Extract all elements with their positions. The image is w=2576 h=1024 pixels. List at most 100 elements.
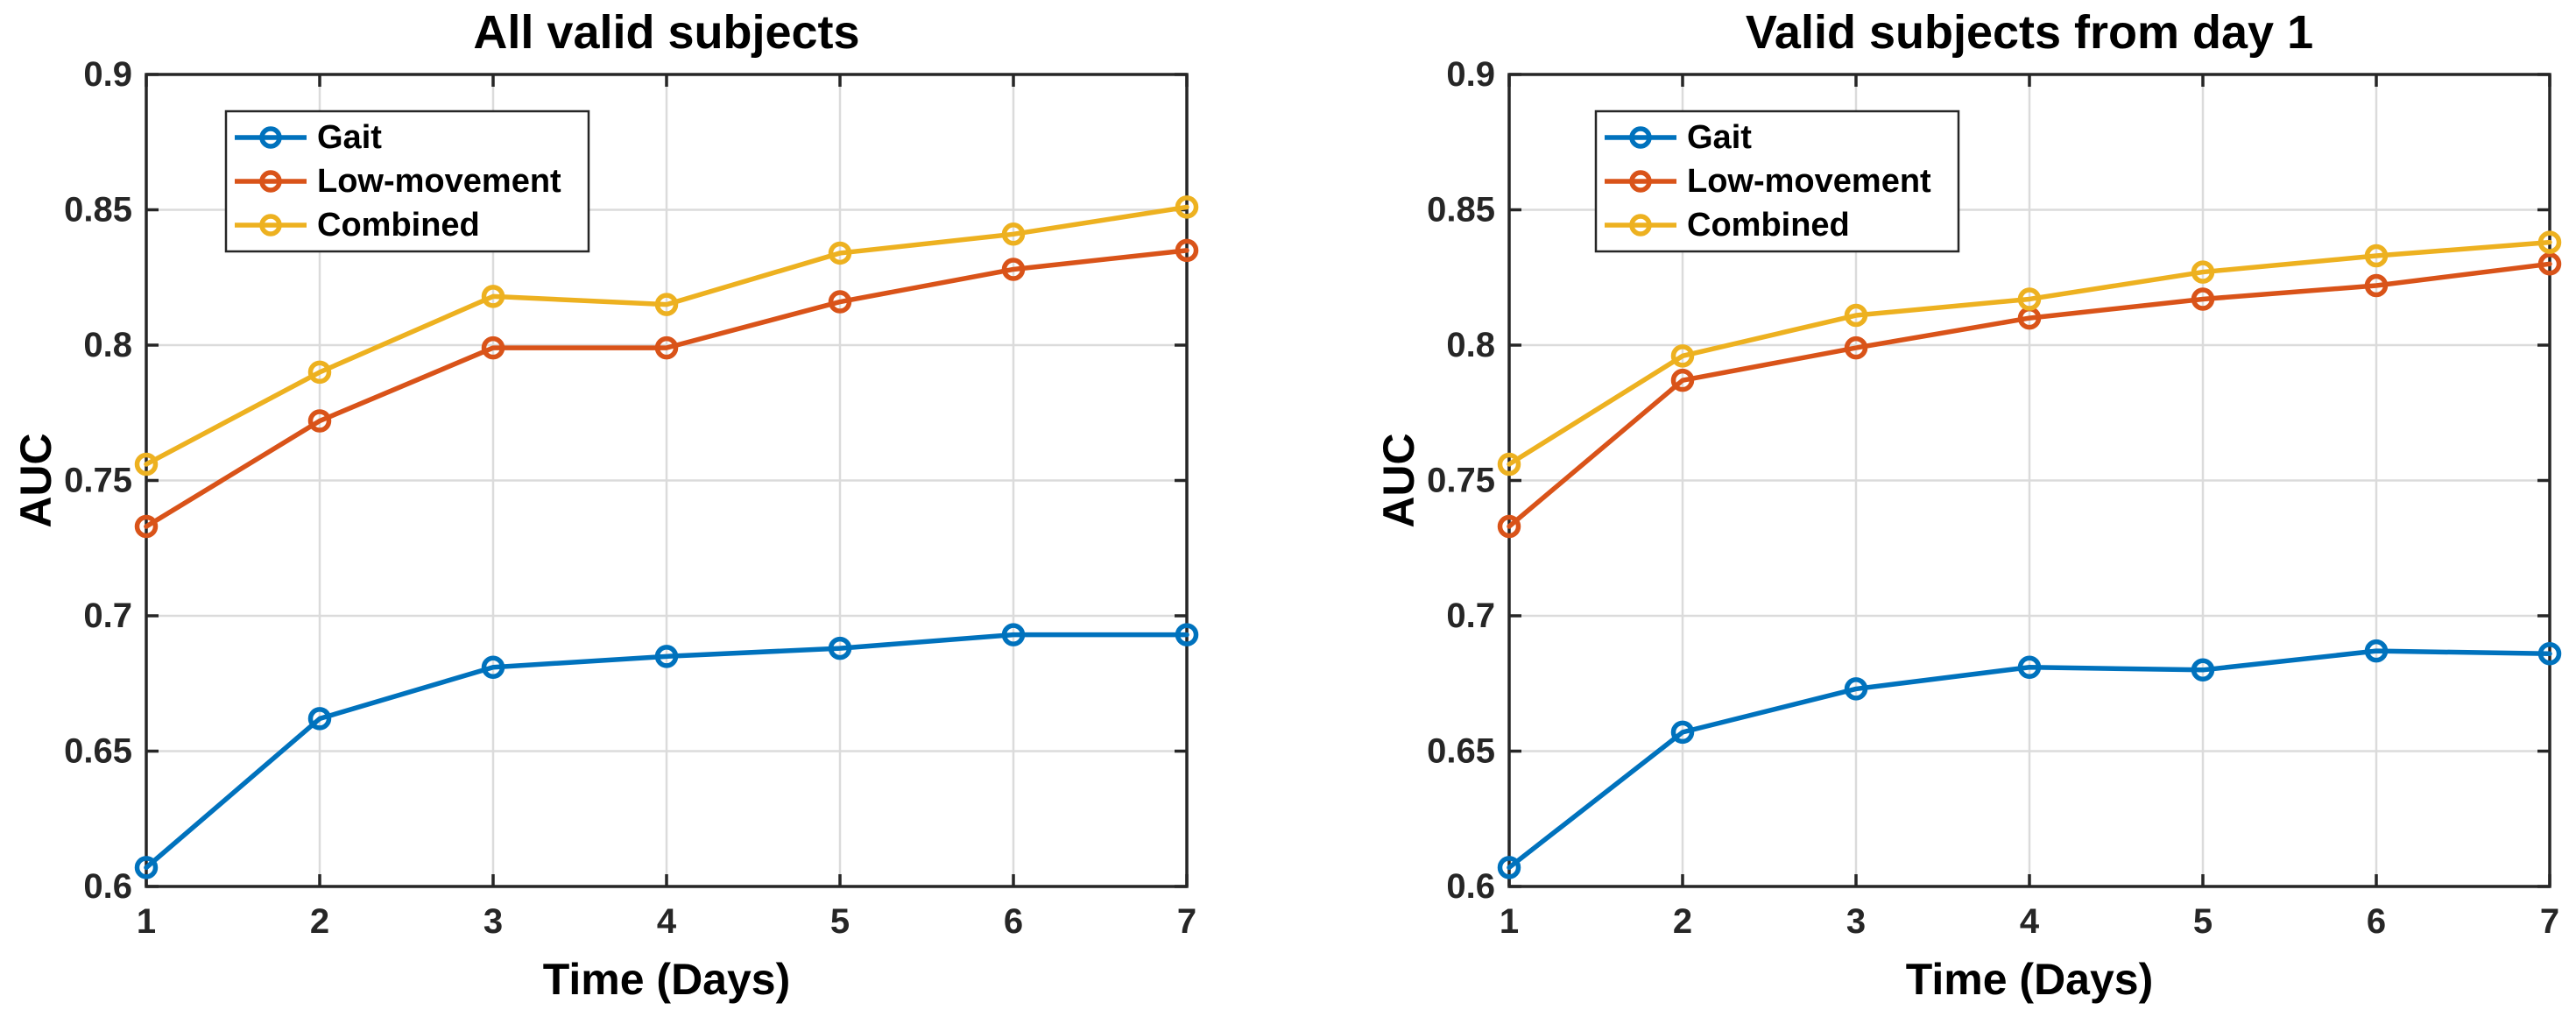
x-tick-label: 3 [1846, 902, 1866, 941]
marker-gait-day3 [1844, 677, 1868, 701]
x-tick-label: 1 [1500, 902, 1519, 941]
marker-combined-day6 [2364, 244, 2389, 268]
marker-combined-day1 [1497, 452, 1521, 477]
marker-combined-day4 [654, 293, 679, 316]
legend-marker-circle-icon [259, 126, 282, 149]
series-line-low-movement [144, 248, 1189, 529]
x-tick-label: 5 [2193, 902, 2213, 941]
marker-combined-day7 [2537, 230, 2562, 254]
marker-low-movement-day5 [828, 290, 852, 314]
legend-marker-circle-icon [1629, 214, 1652, 237]
y-tick-label: 0.9 [1446, 55, 1495, 94]
marker-gait-day1 [134, 856, 159, 879]
marker-gait-day7 [1175, 623, 1199, 646]
y-tick-label: 0.8 [83, 326, 132, 364]
legend-label: Low-movement [317, 163, 561, 200]
y-tick-label: 0.8 [1446, 326, 1495, 364]
chart-title: Valid subjects from day 1 [1746, 6, 2313, 59]
y-tick-label: 0.65 [64, 732, 132, 771]
marker-low-movement-day4 [654, 335, 679, 360]
marker-combined-day2 [307, 360, 332, 385]
legend-item-low-movement: Low-movement [1605, 163, 1931, 200]
marker-gait-day2 [307, 707, 332, 731]
y-tick-label: 0.65 [1427, 732, 1495, 771]
x-tick-label: 7 [2540, 902, 2559, 941]
y-tick-label: 0.6 [1446, 867, 1495, 906]
y-tick-label: 0.6 [83, 867, 132, 906]
legend-marker-circle-icon [1629, 126, 1652, 149]
marker-combined-day3 [481, 285, 505, 308]
legend-label: Gait [1687, 119, 1752, 156]
x-axis-label: Time (Days) [1906, 955, 2154, 1004]
marker-low-movement-day6 [2364, 273, 2389, 298]
marker-combined-day5 [828, 241, 852, 265]
series-line-gait [144, 632, 1189, 871]
series-line-combined [144, 204, 1189, 467]
x-tick-label: 4 [2020, 902, 2040, 941]
marker-gait-day4 [654, 645, 679, 668]
marker-gait-day3 [481, 655, 505, 679]
legend-label: Gait [317, 119, 382, 156]
chart-left: 1 2 3 4 5 6 7 0.6 0.65 0.7 0.75 0.8 0.85 0.9 All valid… [11, 6, 1199, 1004]
y-tick-label: 0.9 [83, 55, 132, 94]
y-axis-label: AUC [1374, 433, 1423, 527]
legend-item-low-movement: Low-movement [235, 163, 561, 200]
marker-gait-day2 [1670, 720, 1695, 745]
marker-gait-day7 [2537, 642, 2562, 666]
legend-marker-circle-icon [259, 170, 282, 193]
marker-combined-day1 [134, 452, 159, 477]
x-tick-label: 2 [1673, 902, 1692, 941]
x-tick-label: 6 [2367, 902, 2386, 941]
series-line-low-movement [1507, 261, 2552, 529]
legend: Gait Low-movement Combined [224, 109, 590, 253]
legend-label: Combined [317, 207, 480, 244]
marker-low-movement-day7 [1175, 238, 1199, 263]
marker-combined-day2 [1670, 344, 1695, 368]
marker-gait-day5 [2191, 658, 2215, 682]
marker-gait-day4 [2017, 655, 2042, 679]
marker-low-movement-day3 [1844, 335, 1868, 360]
marker-gait-day5 [828, 636, 852, 660]
x-axis-label: Time (Days) [543, 955, 791, 1004]
x-tick-label: 7 [1177, 902, 1196, 941]
legend-item-gait: Gait [235, 119, 382, 156]
x-tick-label: 2 [310, 902, 329, 941]
marker-low-movement-day2 [307, 409, 332, 433]
marker-combined-day7 [1175, 195, 1199, 219]
x-tick-label: 5 [830, 902, 850, 941]
marker-low-movement-day2 [1670, 368, 1695, 392]
series-line-gait [1507, 648, 2552, 871]
x-tick-label: 1 [137, 902, 156, 941]
marker-low-movement-day5 [2191, 287, 2215, 311]
marker-combined-day5 [2191, 260, 2215, 284]
chart-right: 1 2 3 4 5 6 7 0.6 0.65 0.7 0.75 0.8 0.85 0.9 Valid sub… [1374, 6, 2562, 1004]
marker-low-movement-day6 [1001, 258, 1026, 281]
marker-gait-day6 [1001, 623, 1026, 646]
legend-label: Low-movement [1687, 163, 1931, 200]
y-tick-label: 0.85 [1427, 191, 1495, 230]
legend-marker-circle-icon [1629, 170, 1652, 193]
marker-combined-day4 [2017, 287, 2042, 311]
y-tick-label: 0.75 [1427, 462, 1495, 500]
series-line-combined [1507, 239, 2552, 467]
y-tick-label: 0.85 [64, 191, 132, 230]
marker-low-movement-day7 [2537, 252, 2562, 276]
y-tick-label: 0.7 [83, 597, 132, 635]
y-axis-label: AUC [11, 433, 60, 527]
legend-item-combined: Combined [1605, 207, 1850, 244]
marker-combined-day3 [1844, 303, 1868, 328]
x-tick-label: 6 [1004, 902, 1023, 941]
legend: Gait Low-movement Combined [1594, 109, 1960, 253]
marker-gait-day1 [1497, 856, 1521, 879]
x-tick-label: 3 [483, 902, 503, 941]
legend-item-combined: Combined [235, 207, 480, 244]
legend-item-gait: Gait [1605, 119, 1752, 156]
marker-gait-day6 [2364, 639, 2389, 663]
y-tick-label: 0.7 [1446, 597, 1495, 635]
marker-low-movement-day3 [481, 335, 505, 360]
marker-low-movement-day1 [134, 514, 159, 539]
x-tick-label: 4 [657, 902, 677, 941]
marker-low-movement-day1 [1497, 514, 1521, 539]
